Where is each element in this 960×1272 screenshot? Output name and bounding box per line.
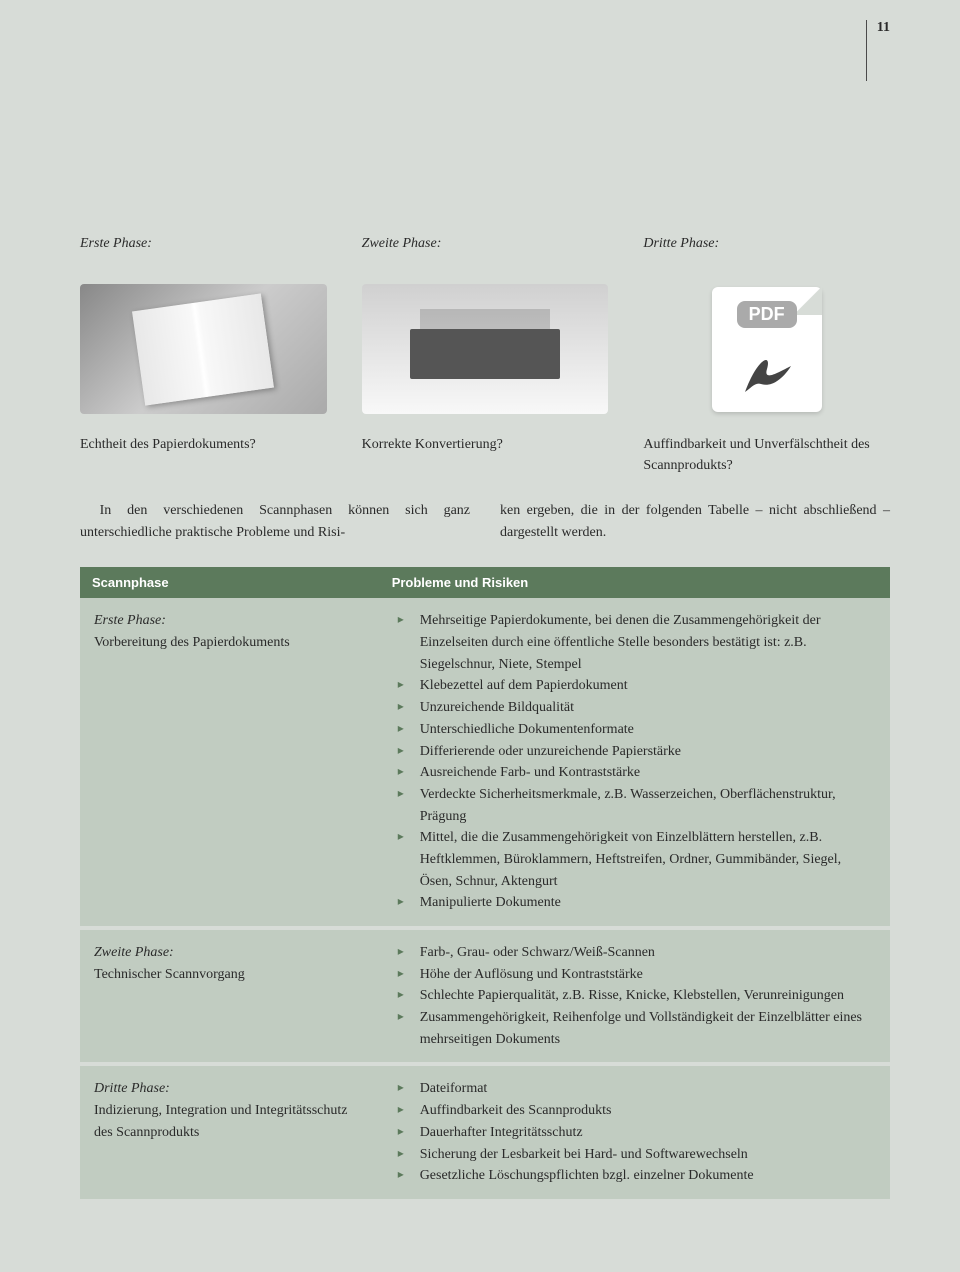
phase-label: Erste Phase: — [94, 610, 366, 632]
book-image — [80, 284, 327, 414]
page-header: 11 — [80, 20, 890, 81]
scannphase-cell: Dritte Phase:Indizierung, Integration un… — [80, 1064, 380, 1200]
probleme-cell: Mehrseitige Papierdokumente, bei denen d… — [380, 598, 890, 928]
phase-1-title: Erste Phase: — [80, 236, 327, 252]
list-item: Höhe der Auflösung und Kontraststärke — [394, 964, 876, 986]
list-item: Dateiformat — [394, 1078, 876, 1100]
caption-1: Echtheit des Papierdokuments? — [80, 434, 327, 476]
table-row: Erste Phase:Vorbereitung des Papierdokum… — [80, 598, 890, 928]
list-item: Unzureichende Bildqualität — [394, 697, 876, 719]
list-item: Mittel, die die Zusammengehörigkeit von … — [394, 827, 876, 892]
pdf-file-icon: PDF — [712, 287, 822, 412]
phase-label: Dritte Phase: — [94, 1078, 366, 1100]
intro-right: ken ergeben, die in der folgenden Tabell… — [500, 500, 890, 543]
list-item: Zusammengehörigkeit, Reihenfolge und Vol… — [394, 1007, 876, 1050]
list-item: Differierende oder unzureichende Papiers… — [394, 741, 876, 763]
list-item: Ausreichende Farb- und Kontraststärke — [394, 762, 876, 784]
scanphase-table: Scannphase Probleme und Risiken Erste Ph… — [80, 567, 890, 1203]
list-item: Dauerhafter Integritätsschutz — [394, 1122, 876, 1144]
phase-subtitle: Vorbereitung des Papierdokuments — [94, 632, 366, 654]
intro-left: In den verschiedenen Scannphasen können … — [80, 500, 470, 543]
pdf-badge: PDF — [737, 301, 797, 328]
scanner-image — [362, 284, 609, 414]
table-row: Zweite Phase:Technischer ScannvorgangFar… — [80, 928, 890, 1064]
phase-titles-row: Erste Phase: Zweite Phase: Dritte Phase: — [80, 236, 890, 272]
probleme-cell: Farb-, Grau- oder Schwarz/Weiß-ScannenHö… — [380, 928, 890, 1064]
phase-2-title: Zweite Phase: — [362, 236, 609, 252]
list-item: Manipulierte Dokumente — [394, 892, 876, 914]
list-item: Mehrseitige Papierdokumente, bei denen d… — [394, 610, 876, 675]
table-row: Dritte Phase:Indizierung, Integration un… — [80, 1064, 890, 1200]
list-item: Schlechte Papierqualität, z.B. Risse, Kn… — [394, 985, 876, 1007]
scannphase-cell: Erste Phase:Vorbereitung des Papierdokum… — [80, 598, 380, 928]
list-item: Farb-, Grau- oder Schwarz/Weiß-Scannen — [394, 942, 876, 964]
probleme-cell: DateiformatAuffindbarkeit des Scannprodu… — [380, 1064, 890, 1200]
th-probleme: Probleme und Risiken — [380, 567, 890, 598]
caption-3: Auffindbarkeit und Unverfälschtheit des … — [643, 434, 890, 476]
list-item: Gesetzliche Löschungspflichten bzgl. ein… — [394, 1165, 876, 1187]
intro-paragraph: In den verschiedenen Scannphasen können … — [80, 500, 890, 543]
scannphase-cell: Zweite Phase:Technischer Scannvorgang — [80, 928, 380, 1064]
phase-images-row: PDF — [80, 284, 890, 414]
phase-subtitle: Technischer Scannvorgang — [94, 964, 366, 986]
list-item: Sicherung der Lesbarkeit bei Hard- und S… — [394, 1144, 876, 1166]
phase-3-title: Dritte Phase: — [643, 236, 890, 252]
list-item: Auffindbarkeit des Scannprodukts — [394, 1100, 876, 1122]
captions-row: Echtheit des Papierdokuments? Korrekte K… — [80, 434, 890, 476]
list-item: Verdeckte Sicherheitsmerkmale, z.B. Wass… — [394, 784, 876, 827]
th-scannphase: Scannphase — [80, 567, 380, 598]
list-item: Klebezettel auf dem Papierdokument — [394, 675, 876, 697]
phase-subtitle: Indizierung, Integration und Integritäts… — [94, 1100, 366, 1143]
pdf-image: PDF — [643, 284, 890, 414]
adobe-icon — [737, 354, 797, 394]
page-number: 11 — [866, 20, 890, 81]
caption-2: Korrekte Konvertierung? — [362, 434, 609, 476]
list-item: Unterschiedliche Dokumentenformate — [394, 719, 876, 741]
phase-label: Zweite Phase: — [94, 942, 366, 964]
